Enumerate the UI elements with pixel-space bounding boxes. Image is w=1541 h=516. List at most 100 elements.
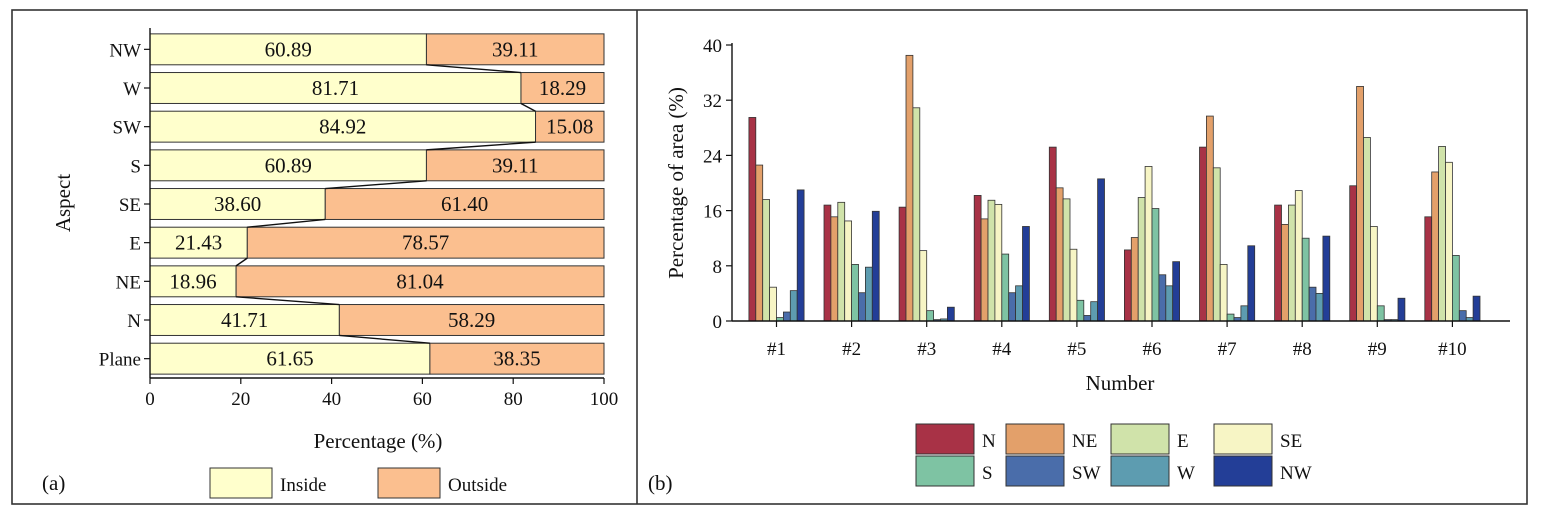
bar-inside-plane [149,342,431,375]
bar-inside-e [149,226,248,259]
bar-w [1015,285,1023,322]
legend-label-nw: NW [1280,463,1312,484]
ytick-label: 0 [713,312,723,333]
panel-b-legend: N NE E SE S SW W NW [915,423,1312,487]
bar-label-outside: 58.29 [448,308,495,332]
bar-inside-n [149,304,340,336]
bar-se [844,220,853,322]
legend-label-w: W [1177,463,1195,484]
bar-w [1165,285,1174,322]
legend-swatch-w [1110,455,1170,487]
bar-label-outside: 61.40 [441,192,488,216]
bar-n [1199,146,1207,322]
bar-se [769,286,777,322]
bar-inside-se [149,188,326,220]
legend-swatch-sw [1005,455,1065,487]
bar-label-outside: 39.11 [492,37,538,61]
bar-ne [1431,171,1439,322]
bar-se [1144,166,1153,322]
xtick-label: #10 [1438,339,1467,360]
bar-nw [1247,245,1256,322]
panel-b-xlabel: Number [1086,371,1155,395]
connector-line [339,334,430,344]
panel-a-connectors [235,64,536,344]
bar-n [748,117,757,322]
bar-outside-w [520,72,605,104]
legend-swatch-nw [1213,455,1273,487]
bar-se [1069,248,1078,322]
bar-nw [871,210,880,322]
bar-outside-e [246,226,605,259]
bar-label-outside: 15.08 [546,115,593,139]
bar-ne [1206,115,1214,322]
ytick-label-sw: SW [113,118,142,139]
ytick-label-w: W [123,79,141,100]
bar-e [1137,197,1146,322]
bar-se [919,250,928,322]
connector-line [426,141,536,151]
legend-swatch-s [915,455,975,487]
legend-label-inside: Inside [280,475,326,496]
ytick-label-s: S [130,156,141,177]
xtick-label: 100 [590,389,619,410]
xtick-label: #4 [992,339,1012,360]
bar-sw [1083,315,1092,322]
bar-w [789,290,798,322]
bar-inside-w [149,72,522,104]
xtick-label: 20 [231,389,250,410]
bar-n [898,206,907,322]
bar-label-outside: 78.57 [402,231,449,255]
bar-n [1349,185,1357,322]
xtick-label: 40 [322,389,341,410]
xtick-label: #6 [1143,339,1162,360]
xtick-label: 60 [413,389,432,410]
bar-w [1090,301,1098,322]
xtick-label: #9 [1368,339,1387,360]
panel-b-label: (b) [648,471,673,495]
connector-line [247,218,326,228]
bar-inside-s [149,149,427,182]
bar-ne [905,54,914,322]
bar-e [762,199,771,322]
panel-b-axes: #1 #2 #3 #4 #5 #6 #7 #8 #9 #10 0 8 16 24 32 40 [703,36,1510,360]
xtick-label: 80 [504,389,523,410]
bar-e [1363,137,1371,322]
ytick-label: 16 [703,202,722,223]
bar-s [1301,237,1310,322]
bar-ne [1130,237,1139,322]
bar-sw [783,311,791,322]
ytick-label: 24 [703,146,723,167]
panel-a-legend: Inside Outside [209,467,507,499]
bar-s [851,264,859,322]
xtick-label: #5 [1067,339,1086,360]
bar-w [865,266,873,322]
bar-label-outside: 39.11 [492,153,538,177]
bar-n [1048,146,1057,322]
bar-label-inside: 60.89 [265,37,312,61]
panel-a-xlabel: Percentage (%) [314,429,443,453]
bar-nw [796,189,805,322]
legend-label-n: N [982,431,996,452]
bar-s [1151,208,1160,322]
bar-outside-n [338,304,605,336]
bar-label-inside: 18.96 [169,269,216,293]
bar-s [1076,299,1085,322]
bar-nw [1022,226,1030,322]
bar-nw [1097,178,1105,322]
panel-b-ylabel: Percentage of area (%) [664,87,688,279]
connector-line [236,296,340,306]
bar-w [1315,292,1324,322]
panel-a-label: (a) [42,471,65,495]
bar-nw [947,306,955,322]
bar-ne [1356,86,1364,322]
bar-outside-ne [235,265,605,298]
connector-line [520,102,536,112]
xtick-label: #1 [767,339,786,360]
bar-label-inside: 84.92 [319,115,366,139]
bar-se [1219,264,1228,322]
bar-sw [1158,274,1167,322]
bar-nw [1322,235,1331,322]
bar-se [1294,190,1303,322]
legend-label-ne: NE [1072,431,1097,452]
